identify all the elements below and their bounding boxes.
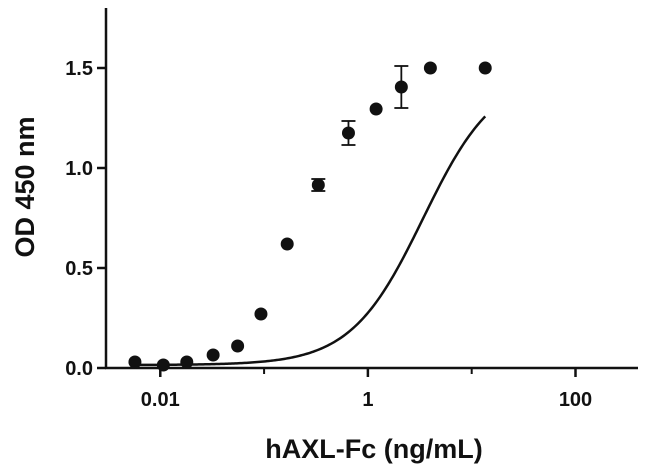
x-tick-label: 1 [362, 389, 373, 411]
data-point [156, 358, 170, 372]
data-point [478, 61, 492, 75]
y-tick-label: 1.0 [65, 158, 93, 180]
data-point [311, 178, 325, 192]
data-point [206, 348, 220, 362]
y-tick-label: 0.5 [65, 258, 93, 280]
data-point [369, 102, 383, 116]
plot-area: 0.0 0.5 1.0 1.5 0.01 1 100 [65, 8, 638, 411]
data-point [341, 126, 355, 140]
data-point [254, 307, 268, 321]
data-point [231, 339, 245, 353]
y-tick-label: 1.5 [65, 58, 93, 80]
y-tick-label: 0.0 [65, 358, 93, 380]
data-point [128, 355, 142, 369]
data-point [423, 61, 437, 75]
data-point [180, 355, 194, 369]
x-tick-label: 100 [559, 389, 592, 411]
fit-curve [134, 115, 487, 367]
x-tick-label: 0.01 [141, 389, 180, 411]
y-axis-title: OD 450 nm [10, 116, 40, 257]
data-point [280, 237, 294, 251]
data-point [394, 80, 408, 94]
x-axis-title: hAXL-Fc (ng/mL) [265, 434, 482, 464]
